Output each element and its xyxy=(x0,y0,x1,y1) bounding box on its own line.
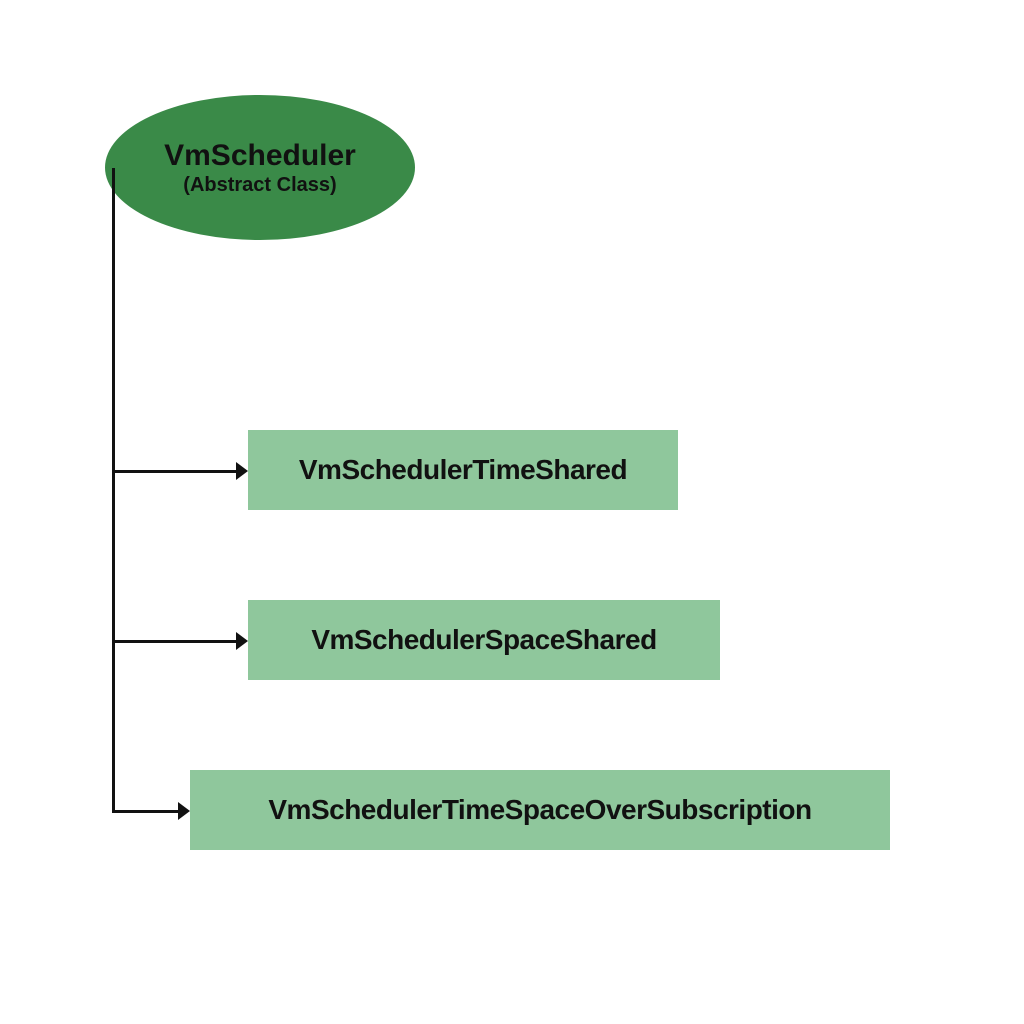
child-label-2: VmSchedulerTimeSpaceOverSubscription xyxy=(268,794,811,826)
branch-line-2 xyxy=(112,810,178,813)
root-node: VmScheduler (Abstract Class) xyxy=(105,95,415,240)
child-label-0: VmSchedulerTimeShared xyxy=(299,454,627,486)
arrowhead-0 xyxy=(236,462,248,480)
root-title: VmScheduler xyxy=(164,139,356,172)
branch-line-0 xyxy=(112,470,236,473)
child-label-1: VmSchedulerSpaceShared xyxy=(311,624,656,656)
arrowhead-2 xyxy=(178,802,190,820)
child-node-1: VmSchedulerSpaceShared xyxy=(248,600,720,680)
child-node-0: VmSchedulerTimeShared xyxy=(248,430,678,510)
trunk-line xyxy=(112,168,115,813)
branch-line-1 xyxy=(112,640,236,643)
arrowhead-1 xyxy=(236,632,248,650)
child-node-2: VmSchedulerTimeSpaceOverSubscription xyxy=(190,770,890,850)
root-subtitle: (Abstract Class) xyxy=(183,174,336,197)
